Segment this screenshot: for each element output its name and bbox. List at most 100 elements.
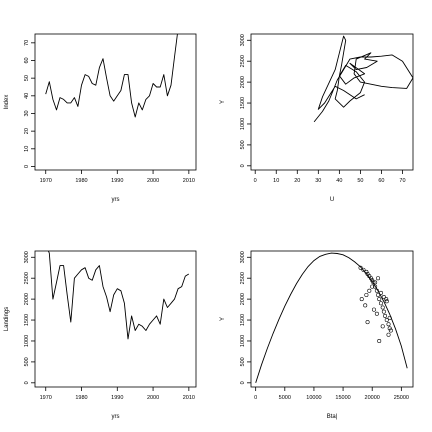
x-tick-label: 10000 <box>306 395 321 401</box>
y-tick-label: 70 <box>24 40 30 46</box>
x-tick-label: 2010 <box>183 395 195 401</box>
y-tick-label: 3000 <box>240 251 246 263</box>
scatter-point <box>384 318 389 323</box>
y-tick-label: 1000 <box>240 335 246 347</box>
scatter-point <box>371 280 376 285</box>
x-tick-label: 1980 <box>75 178 87 184</box>
scatter-point <box>374 311 379 316</box>
scatter-point <box>377 297 382 302</box>
panel-1: 1970 1980 1990 2000 2010 0 10 20 30 40 50 60 70 yrs In… <box>4 33 197 203</box>
y-axis-label: Landings <box>4 307 10 331</box>
y-tick-label: 0 <box>24 165 30 168</box>
y-axis-label: Y <box>220 100 226 104</box>
scatter-point <box>381 295 386 300</box>
plot-frame <box>250 250 414 388</box>
series-line-1 <box>45 34 178 118</box>
y-tick-label: 0 <box>24 381 30 384</box>
y-tick-label: 500 <box>240 140 246 149</box>
y-tick-label: 2000 <box>24 293 30 305</box>
scatter-point <box>384 299 389 304</box>
panel-2: 0 10 20 30 40 50 60 70 0 500 1000 1500 2000 2500 3000 U… <box>220 33 414 203</box>
plot-frame <box>34 250 197 388</box>
y-tick-label: 20 <box>24 128 30 134</box>
y-tick-label: 1000 <box>240 118 246 130</box>
x-tick-label: 10 <box>273 178 279 184</box>
x-tick-label: 20000 <box>365 395 380 401</box>
x-axis-label: yrs <box>112 197 120 203</box>
data-layer <box>313 35 413 123</box>
scatter-point <box>370 284 375 289</box>
data-layer <box>45 34 178 118</box>
x-tick-label: 1970 <box>40 178 52 184</box>
scatter-point <box>363 303 368 308</box>
scatter-point <box>386 322 391 327</box>
x-tick-label: 2000 <box>147 178 159 184</box>
plot-frame <box>34 33 197 171</box>
scatter-point <box>384 297 389 302</box>
y-tick-label: 500 <box>240 357 246 366</box>
scatter-point <box>374 288 379 293</box>
x-tick-label: 2000 <box>147 395 159 401</box>
y-tick-label: 10 <box>24 146 30 152</box>
scatter-point <box>380 305 385 310</box>
y-tick-label: 3000 <box>24 251 30 263</box>
y-tick-label: 60 <box>24 57 30 63</box>
x-tick-label: 50 <box>357 178 363 184</box>
y-tick-label: 1500 <box>240 97 246 109</box>
x-tick-label: 2010 <box>183 178 195 184</box>
scatter-point <box>378 290 383 295</box>
scatter-point <box>388 328 393 333</box>
x-tick-label: 1990 <box>111 178 123 184</box>
data-layer <box>255 252 408 383</box>
y-tick-label: 40 <box>24 93 30 99</box>
y-tick-label: 2500 <box>240 272 246 284</box>
y-tick-label: 0 <box>240 164 246 167</box>
y-tick-label: 1500 <box>24 314 30 326</box>
x-axis-label: yrs <box>112 414 120 420</box>
x-tick-label: 1990 <box>111 395 123 401</box>
scatter-point <box>376 292 381 297</box>
y-axis-label: Y <box>220 317 226 321</box>
x-tick-label: 40 <box>336 178 342 184</box>
scatter-point <box>380 324 385 329</box>
scatter-point <box>386 332 391 337</box>
x-tick-label: 60 <box>378 178 384 184</box>
plot-frame <box>250 33 414 171</box>
scatter-point <box>371 307 376 312</box>
x-tick-label: 30 <box>315 178 321 184</box>
series-line-1 <box>313 35 413 123</box>
y-tick-label: 2000 <box>240 293 246 305</box>
y-axis-label: Index <box>4 95 10 110</box>
y-tick-label: 1000 <box>24 335 30 347</box>
x-tick-label: 5000 <box>279 395 291 401</box>
scatter-point <box>377 338 382 343</box>
scatter-point <box>378 301 383 306</box>
scatter-point <box>387 315 392 320</box>
y-tick-label: 30 <box>24 110 30 116</box>
scatter-point <box>361 267 366 272</box>
scatter-point <box>364 292 369 297</box>
scatter-point <box>381 309 386 314</box>
scatter-point <box>373 284 378 289</box>
x-tick-label: 20 <box>294 178 300 184</box>
y-tick-label: 3000 <box>240 34 246 46</box>
scatter-point <box>376 276 381 281</box>
x-tick-label: 25000 <box>394 395 409 401</box>
x-axis-label: Bta| <box>327 414 338 420</box>
y-tick-label: 500 <box>24 357 30 366</box>
scatter-point <box>358 265 363 270</box>
scatter-point <box>359 297 364 302</box>
x-tick-label: 1980 <box>75 395 87 401</box>
panel-3: 1970 1980 1990 2000 2010 0 500 1000 1500 2000 2500… <box>4 250 197 420</box>
y-tick-label: 0 <box>240 381 246 384</box>
scatter-point <box>387 326 392 331</box>
series-line-1 <box>47 251 190 340</box>
x-tick-label: 1970 <box>40 395 52 401</box>
scatter-point <box>370 278 375 283</box>
panel-4: 0 5000 10000 15000 20000 25000 0 500 1000 1500 200… <box>220 250 414 420</box>
x-tick-label: 0 <box>254 178 257 184</box>
y-tick-label: 1500 <box>240 314 246 326</box>
fitted-curve <box>255 252 408 383</box>
x-axis-label: U <box>330 197 334 203</box>
